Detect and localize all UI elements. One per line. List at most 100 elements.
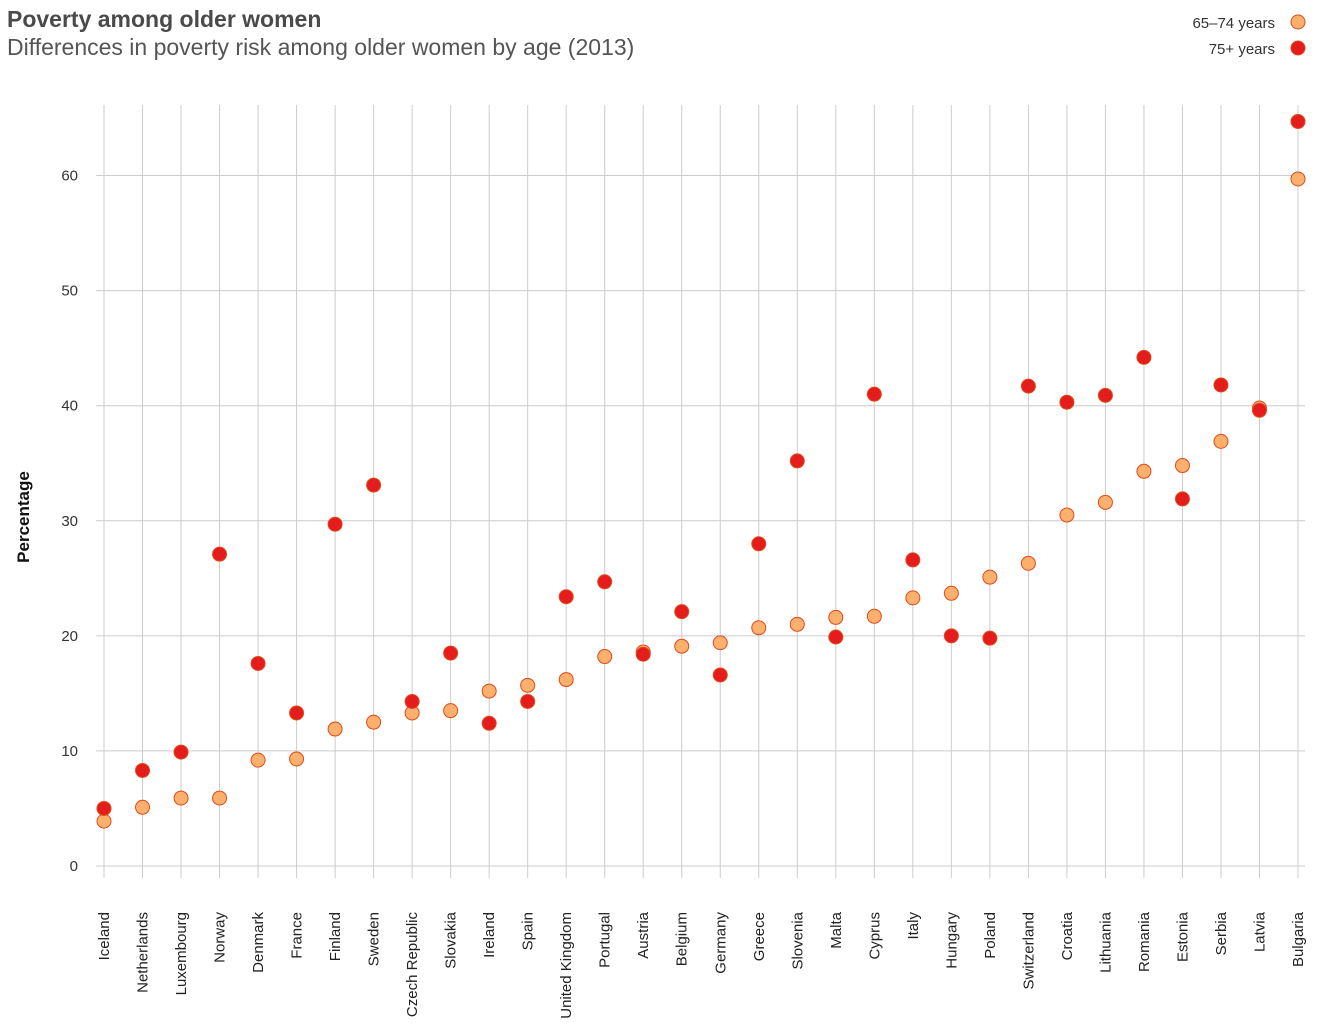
x-tick-label: Estonia — [1174, 911, 1191, 962]
x-tick-label: Iceland — [96, 912, 113, 960]
x-tick-label: Spain — [520, 912, 537, 950]
point-65-74 — [1213, 433, 1229, 449]
point-65-74 — [1136, 463, 1152, 479]
point-65-74 — [597, 649, 613, 665]
point-65-74 — [250, 752, 266, 768]
x-tick-label: Portugal — [597, 912, 614, 968]
legend: 65–74 years 75+ years — [1192, 14, 1306, 58]
legend-marker-65-74 — [1290, 14, 1306, 30]
chart-title: Poverty among older women — [7, 6, 322, 32]
x-axis-labels: Iceland Netherlands Luxembourg Norway Denmar… — [96, 911, 1307, 1018]
x-tick-label: Austria — [635, 911, 652, 958]
x-tick-label: Slovakia — [443, 911, 460, 968]
x-tick-label: Luxembourg — [173, 912, 190, 995]
x-tick-label: Hungary — [943, 912, 960, 969]
point-75-plus — [135, 762, 151, 778]
x-tick-label: Sweden — [366, 912, 383, 966]
point-65-74 — [520, 677, 536, 693]
point-75-plus — [828, 629, 844, 645]
point-75-plus — [597, 574, 613, 590]
point-65-74 — [481, 683, 497, 699]
point-65-74 — [366, 714, 382, 730]
point-75-plus — [635, 646, 651, 662]
x-tick-label: Malta — [828, 911, 845, 948]
point-65-74 — [96, 813, 112, 829]
x-tick-label: Italy — [905, 912, 922, 940]
data-points — [96, 113, 1306, 829]
point-65-74 — [135, 799, 151, 815]
point-65-74 — [905, 590, 921, 606]
x-tick-label: Romania — [1136, 911, 1153, 972]
y-tick-label: 60 — [61, 168, 78, 185]
x-tick-label: Switzerland — [1020, 912, 1037, 990]
point-75-plus — [789, 453, 805, 469]
point-75-plus — [1213, 377, 1229, 393]
point-65-74 — [212, 790, 228, 806]
point-75-plus — [1097, 387, 1113, 403]
point-75-plus — [366, 477, 382, 493]
chart-subtitle: Differences in poverty risk among older … — [7, 34, 635, 60]
x-tick-label: Poland — [982, 912, 999, 959]
point-65-74 — [443, 703, 459, 719]
x-tick-label: Czech Republic — [404, 912, 421, 1018]
point-65-74 — [1290, 171, 1306, 187]
x-tick-label: Serbia — [1213, 911, 1230, 955]
point-75-plus — [1136, 349, 1152, 365]
point-75-plus — [404, 693, 420, 709]
point-75-plus — [289, 705, 305, 721]
point-75-plus — [943, 628, 959, 644]
point-75-plus — [905, 552, 921, 568]
point-75-plus — [1174, 491, 1190, 507]
y-tick-label: 20 — [61, 628, 78, 645]
x-tick-label: Germany — [712, 912, 729, 974]
x-tick-label: Croatia — [1059, 911, 1076, 960]
point-75-plus — [866, 386, 882, 402]
y-tick-label: 0 — [70, 858, 78, 875]
point-75-plus — [520, 693, 536, 709]
point-75-plus — [481, 715, 497, 731]
point-65-74 — [327, 721, 343, 737]
point-75-plus — [1059, 394, 1075, 410]
y-tick-label: 30 — [61, 513, 78, 530]
point-75-plus — [173, 744, 189, 760]
grid-lines — [96, 105, 1305, 878]
point-65-74 — [1020, 555, 1036, 571]
y-tick-label: 40 — [61, 398, 78, 415]
point-75-plus — [327, 516, 343, 532]
point-65-74 — [173, 790, 189, 806]
point-65-74 — [982, 569, 998, 585]
legend-label-65-74: 65–74 years — [1192, 15, 1275, 32]
x-tick-label: Denmark — [250, 912, 267, 973]
x-tick-label: France — [289, 912, 306, 959]
x-tick-label: Lithuania — [1097, 911, 1114, 973]
point-65-74 — [712, 635, 728, 651]
legend-marker-75-plus — [1290, 40, 1306, 56]
point-65-74 — [674, 638, 690, 654]
x-tick-label: Finland — [327, 912, 344, 961]
x-tick-label: Netherlands — [135, 912, 152, 993]
point-75-plus — [250, 655, 266, 671]
point-75-plus — [1020, 378, 1036, 394]
point-65-74 — [828, 609, 844, 625]
x-tick-label: Belgium — [674, 912, 691, 966]
point-65-74 — [1174, 458, 1190, 474]
point-75-plus — [443, 645, 459, 661]
point-65-74 — [751, 620, 767, 636]
x-tick-label: Ireland — [481, 912, 498, 958]
point-75-plus — [1251, 402, 1267, 418]
point-65-74 — [289, 751, 305, 767]
point-75-plus — [712, 667, 728, 683]
point-75-plus — [1290, 113, 1306, 129]
point-65-74 — [1097, 494, 1113, 510]
y-tick-label: 50 — [61, 283, 78, 300]
point-65-74 — [943, 585, 959, 601]
x-tick-label: Latvia — [1251, 911, 1268, 952]
point-65-74 — [558, 672, 574, 688]
point-65-74 — [789, 616, 805, 632]
point-75-plus — [674, 604, 690, 620]
point-65-74 — [866, 608, 882, 624]
y-axis-label: Percentage — [14, 471, 33, 563]
x-tick-label: Greece — [751, 912, 768, 961]
legend-label-75-plus: 75+ years — [1209, 41, 1275, 58]
